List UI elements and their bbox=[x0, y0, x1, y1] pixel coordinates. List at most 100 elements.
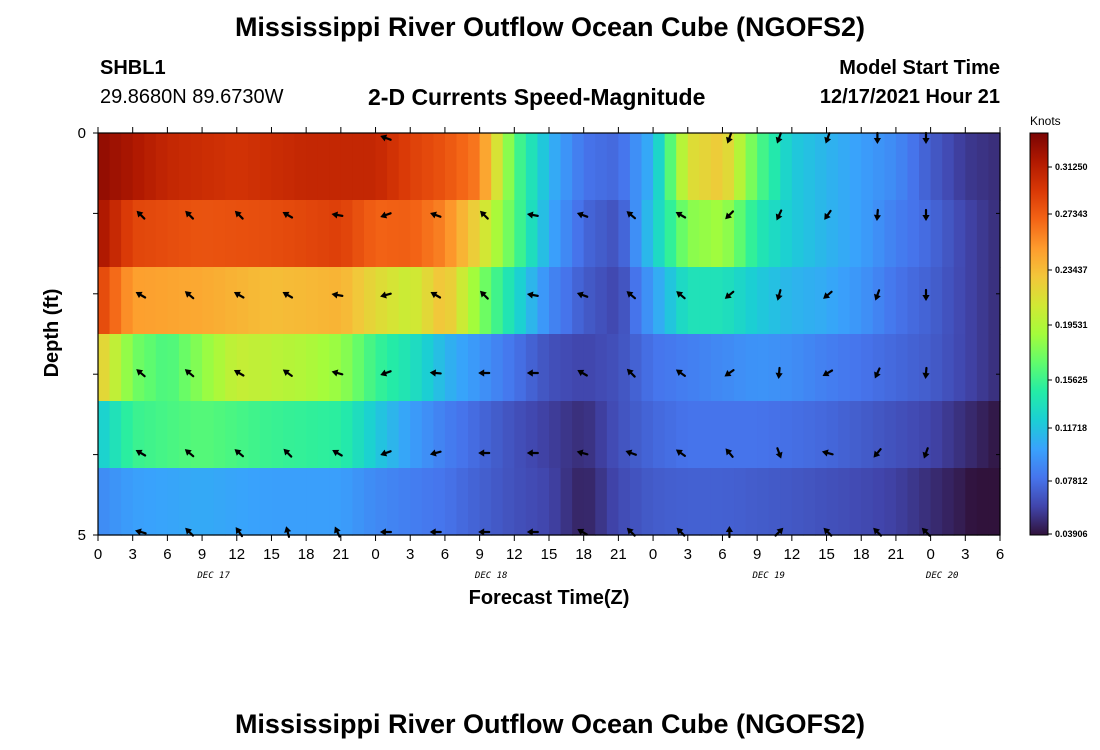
heatmap-cell bbox=[306, 200, 319, 268]
heatmap-cell bbox=[549, 200, 562, 268]
heatmap-cell bbox=[606, 468, 619, 536]
heatmap-cell bbox=[398, 200, 411, 268]
heatmap-cell bbox=[525, 334, 539, 402]
current-arrow bbox=[822, 369, 834, 377]
heatmap-cell bbox=[687, 468, 700, 536]
heatmap-cell bbox=[953, 200, 966, 268]
heatmap-cell bbox=[502, 401, 515, 469]
heatmap-cell bbox=[155, 200, 168, 268]
heatmap-cell bbox=[745, 267, 758, 335]
heatmap-cell bbox=[988, 468, 1001, 536]
current-arrow bbox=[135, 449, 147, 457]
colorbar-unit: Knots bbox=[1030, 114, 1061, 128]
heatmap-cell bbox=[259, 133, 273, 201]
heatmap-cell bbox=[942, 133, 955, 201]
current-arrow bbox=[874, 367, 881, 379]
y-axis: 05 bbox=[78, 125, 1000, 544]
heatmap-cell bbox=[814, 468, 828, 536]
heatmap-cell bbox=[144, 267, 157, 335]
chart-svg: 05 0 3 6 9 12 15 18 21 0 3 6 9 12 15 18 21 0 3 6 9 12 15 18 21 0… bbox=[41, 114, 1088, 609]
heatmap-cell bbox=[387, 200, 400, 268]
heatmap-cell bbox=[502, 267, 515, 335]
heatmap-cell bbox=[444, 133, 458, 201]
heatmap-cell bbox=[907, 401, 920, 469]
current-arrow bbox=[526, 369, 539, 377]
heatmap-cell bbox=[965, 334, 978, 402]
heatmap-cell bbox=[768, 468, 781, 536]
heatmap-cell bbox=[872, 401, 885, 469]
heatmap-cell bbox=[202, 401, 215, 469]
heatmap-cell bbox=[734, 133, 747, 201]
heatmap-cell bbox=[814, 334, 828, 402]
heatmap-cell bbox=[849, 200, 862, 268]
current-arrows bbox=[135, 131, 931, 539]
current-arrow bbox=[676, 291, 686, 300]
heatmap-cell bbox=[340, 401, 354, 469]
heatmap-cell bbox=[306, 468, 319, 536]
heatmap-cell bbox=[814, 133, 828, 201]
heatmap-cell bbox=[375, 200, 388, 268]
heatmap-cell bbox=[167, 468, 180, 536]
heatmap-cell bbox=[479, 200, 492, 268]
heatmap-cell bbox=[491, 334, 504, 402]
day-label: DEC 20 bbox=[925, 571, 959, 581]
y-axis-label: Depth (ft) bbox=[41, 289, 63, 378]
current-arrow bbox=[675, 369, 686, 377]
heatmap-cell bbox=[606, 267, 619, 335]
heatmap-cell bbox=[826, 401, 839, 469]
heatmap-cell bbox=[121, 334, 134, 402]
heatmap-cell bbox=[259, 468, 273, 536]
heatmap-cell bbox=[676, 468, 689, 536]
heatmap-cell bbox=[329, 267, 342, 335]
heatmap-cell bbox=[572, 267, 585, 335]
heatmap-cell bbox=[421, 267, 434, 335]
heatmap-cell bbox=[375, 267, 388, 335]
heatmap-cell bbox=[225, 468, 238, 536]
heatmap-cell bbox=[109, 133, 122, 201]
heatmap-cell bbox=[780, 334, 793, 402]
heatmap-cell bbox=[225, 267, 238, 335]
heatmap-cell bbox=[780, 133, 793, 201]
heatmap-cell bbox=[629, 468, 643, 536]
heatmap-cell bbox=[514, 267, 527, 335]
heatmap-cell bbox=[213, 401, 226, 469]
current-arrow bbox=[526, 449, 539, 457]
heatmap-cell bbox=[884, 133, 897, 201]
heatmap-cell bbox=[132, 133, 145, 201]
heatmap-cell bbox=[398, 334, 411, 402]
heatmap-cell bbox=[306, 334, 319, 402]
heatmap-cell bbox=[178, 133, 192, 201]
heatmap-cell bbox=[953, 401, 966, 469]
heatmap-cell bbox=[410, 401, 423, 469]
current-arrow bbox=[922, 131, 930, 144]
colorbar bbox=[1029, 132, 1049, 536]
heatmap-cell bbox=[363, 401, 377, 469]
heatmap-cell bbox=[236, 334, 249, 402]
heatmap-cell bbox=[329, 133, 342, 201]
heatmap-cell bbox=[329, 200, 342, 268]
heatmap-cell bbox=[236, 267, 249, 335]
heatmap-cell bbox=[849, 334, 862, 402]
heatmap-cell bbox=[421, 401, 434, 469]
current-arrow bbox=[576, 449, 589, 457]
heatmap-cell bbox=[317, 468, 330, 536]
current-arrow bbox=[430, 211, 442, 219]
current-arrow bbox=[331, 211, 344, 219]
current-arrow bbox=[626, 291, 637, 300]
heatmap-cell bbox=[757, 200, 770, 268]
heatmap-cell bbox=[872, 133, 885, 201]
heatmap-cell bbox=[699, 334, 712, 402]
heatmap-cell bbox=[838, 401, 851, 469]
heatmap-cell bbox=[259, 401, 273, 469]
heatmap-cell bbox=[468, 133, 481, 201]
heatmap-cell bbox=[849, 401, 862, 469]
heatmap-cell bbox=[930, 267, 943, 335]
heatmap-cell bbox=[514, 133, 527, 201]
heatmap-cell bbox=[213, 267, 226, 335]
heatmap-cell bbox=[387, 468, 400, 536]
heatmap-cell bbox=[294, 334, 307, 402]
heatmap-cell bbox=[606, 133, 619, 201]
heatmap-cell bbox=[618, 401, 631, 469]
heatmap-cell bbox=[583, 200, 596, 268]
x-tick-label: 3 bbox=[961, 546, 969, 563]
